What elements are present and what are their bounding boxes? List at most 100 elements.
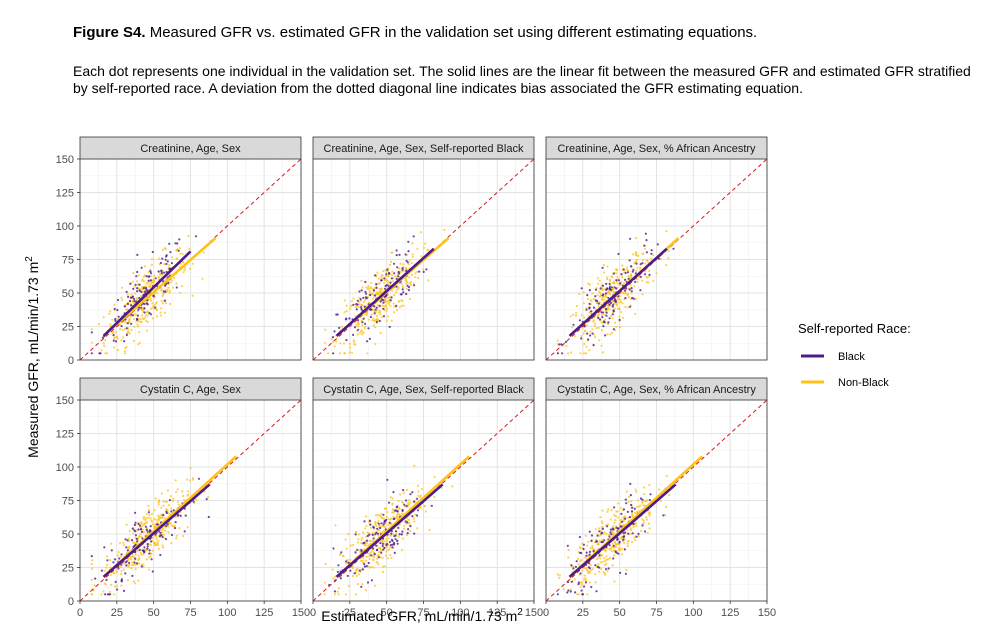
data-point xyxy=(613,307,616,310)
data-point xyxy=(168,302,172,306)
data-point xyxy=(628,288,631,291)
data-point xyxy=(343,311,346,314)
data-point xyxy=(120,553,123,556)
data-point xyxy=(396,542,399,545)
data-point xyxy=(615,287,618,290)
data-point xyxy=(90,562,93,566)
data-point xyxy=(177,249,180,252)
data-point xyxy=(395,304,398,307)
data-point xyxy=(140,522,143,525)
data-point xyxy=(405,259,408,262)
data-point xyxy=(582,332,585,335)
data-point xyxy=(631,270,634,273)
data-point xyxy=(643,504,646,507)
data-point xyxy=(620,525,623,528)
figure-caption-body: Each dot represents one individual in th… xyxy=(73,63,971,96)
data-point xyxy=(599,557,602,560)
data-point xyxy=(645,251,649,254)
facet-strip-label: Cystatin C, Age, Sex, % African Ancestry xyxy=(557,384,756,396)
data-point xyxy=(395,249,398,252)
data-point xyxy=(668,493,671,497)
data-point xyxy=(187,490,190,493)
data-point xyxy=(615,281,619,284)
data-point xyxy=(601,329,604,332)
data-point xyxy=(135,537,138,541)
data-point xyxy=(616,275,619,278)
data-point xyxy=(629,529,632,532)
data-point xyxy=(397,275,400,278)
data-point xyxy=(90,352,93,355)
data-point xyxy=(630,287,633,290)
data-point xyxy=(90,341,93,344)
data-point xyxy=(577,593,580,596)
data-point xyxy=(583,574,586,577)
data-point xyxy=(405,292,408,296)
data-point xyxy=(619,300,623,303)
data-point xyxy=(582,291,585,294)
data-point xyxy=(618,540,621,543)
data-point xyxy=(345,310,348,313)
data-point xyxy=(110,542,113,545)
data-point xyxy=(607,290,610,293)
data-point xyxy=(365,535,368,538)
data-point xyxy=(164,258,167,261)
data-point xyxy=(634,253,638,257)
data-point xyxy=(618,282,622,285)
data-point xyxy=(391,546,394,549)
data-point xyxy=(376,557,379,560)
data-point xyxy=(164,288,167,292)
data-point xyxy=(124,538,127,541)
data-point xyxy=(372,566,375,569)
data-point xyxy=(584,581,588,584)
data-point xyxy=(136,318,139,321)
data-point xyxy=(176,242,179,245)
data-point xyxy=(664,513,667,517)
data-point xyxy=(569,590,572,593)
data-point xyxy=(384,275,388,278)
data-point xyxy=(364,527,367,530)
data-point xyxy=(380,316,383,319)
data-point xyxy=(631,532,634,535)
data-point xyxy=(409,501,412,504)
data-point xyxy=(392,491,395,494)
data-point xyxy=(648,273,651,276)
data-point xyxy=(391,497,394,500)
data-point xyxy=(627,277,631,280)
data-point xyxy=(140,306,143,309)
data-point xyxy=(147,279,150,282)
data-point xyxy=(124,572,127,575)
data-point xyxy=(164,290,167,293)
data-point xyxy=(639,497,643,500)
data-point xyxy=(618,326,622,329)
data-point xyxy=(370,313,373,316)
data-point xyxy=(156,543,159,547)
data-point xyxy=(368,533,371,536)
data-point xyxy=(156,315,159,318)
data-point xyxy=(589,330,592,333)
data-point xyxy=(379,542,382,545)
data-point xyxy=(391,289,394,292)
data-point xyxy=(380,276,383,279)
data-point xyxy=(416,497,419,500)
data-point xyxy=(354,569,358,572)
data-point xyxy=(587,338,590,341)
data-point xyxy=(585,551,588,554)
data-point xyxy=(617,547,620,550)
data-point xyxy=(570,580,573,583)
data-point xyxy=(407,528,410,531)
data-point xyxy=(405,499,408,502)
data-point xyxy=(390,277,393,280)
data-point xyxy=(580,337,583,340)
data-point xyxy=(365,524,368,527)
data-point xyxy=(386,268,389,271)
data-point xyxy=(385,538,388,541)
data-point xyxy=(114,317,117,321)
data-point xyxy=(136,540,139,543)
data-point xyxy=(616,502,620,505)
data-point xyxy=(143,302,146,306)
data-point xyxy=(363,313,366,316)
data-point xyxy=(131,563,134,567)
data-point xyxy=(351,543,354,547)
data-point xyxy=(149,555,152,558)
data-point xyxy=(120,572,123,576)
